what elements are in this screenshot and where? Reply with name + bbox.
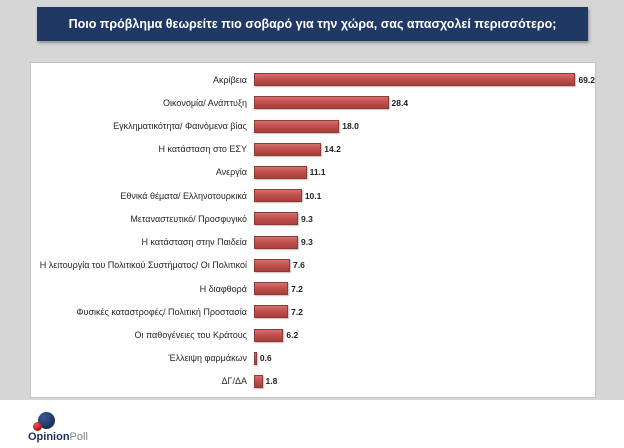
- bar-track: 28.4: [254, 91, 595, 114]
- logo-red-dot-icon: [33, 422, 42, 431]
- value-label: 9.3: [301, 237, 313, 248]
- bar-row: Φυσικές καταστροφές/ Πολιτική Προστασία 7…: [31, 300, 595, 323]
- bar: [254, 235, 299, 249]
- bar: [254, 328, 284, 342]
- logo-text-opinion: Opinion: [28, 431, 70, 443]
- bar-row: Μεταναστευτικό/ Προσφυγικό 9.3: [31, 207, 595, 230]
- bar-track: 9.3: [254, 207, 595, 230]
- category-label: Έλλειψη φαρμάκων: [168, 353, 247, 364]
- bar-track: 6.2: [254, 323, 595, 346]
- category-label: ΔΓ/ΔΑ: [221, 376, 247, 387]
- bar: [254, 258, 290, 272]
- chart-title-bar: Ποιο πρόβλημα θεωρείτε πιο σοβαρό για τη…: [37, 7, 588, 41]
- value-label: 11.1: [309, 167, 326, 178]
- bar-track: 0.6: [254, 347, 595, 370]
- bar-row: Ανεργία 11.1: [31, 161, 595, 184]
- bar-row: Ακρίβεια 69.2: [31, 68, 595, 91]
- value-label: 18.0: [342, 121, 359, 132]
- opinionpoll-logo: OpinionPoll: [28, 412, 88, 443]
- bar: [254, 374, 263, 388]
- category-label: Η λειτουργία του Πολιτικού Συστήματος/ Ο…: [39, 260, 247, 271]
- bar-track: 10.1: [254, 184, 595, 207]
- value-label: 7.2: [291, 283, 303, 294]
- value-label: 10.1: [304, 190, 322, 201]
- bar: [254, 282, 289, 296]
- bar-row: Η κατάσταση στο ΕΣΥ 14.2: [31, 138, 595, 161]
- value-label: 6.2: [286, 330, 299, 341]
- bar: [254, 119, 340, 133]
- bar-track: 18.0: [254, 114, 595, 137]
- bar-track: 7.2: [254, 300, 595, 323]
- category-label: Οικονομία/ Ανάπτυξη: [162, 97, 247, 108]
- bar-row: Οικονομία/ Ανάπτυξη 28.4: [31, 91, 595, 114]
- category-label: Φυσικές καταστροφές/ Πολιτική Προστασία: [76, 306, 247, 317]
- bar-row: Η διαφθορά 7.2: [31, 277, 595, 300]
- bar-row: ΔΓ/ΔΑ 1.8: [31, 370, 595, 393]
- category-label: Ανεργία: [215, 167, 247, 178]
- bar-track: 11.1: [254, 161, 595, 184]
- logo-text: OpinionPoll: [28, 431, 88, 443]
- value-label: 28.4: [391, 97, 409, 108]
- bar-track: 7.6: [254, 254, 595, 277]
- value-label: 0.6: [259, 353, 272, 364]
- bar-track: 14.2: [254, 138, 595, 161]
- footer: OpinionPoll: [0, 400, 624, 448]
- chart-title: Ποιο πρόβλημα θεωρείτε πιο σοβαρό για τη…: [68, 17, 557, 31]
- bar-row: Εγκληματικότητα/ Φαινόμενα βίας 18.0: [31, 114, 595, 137]
- bar-row: Η λειτουργία του Πολιτικού Συστήματος/ Ο…: [31, 254, 595, 277]
- category-label: Εθνικά θέματα/ Ελληνοτουρκικά: [120, 190, 247, 201]
- value-label: 7.2: [291, 306, 303, 317]
- value-label: 1.8: [265, 376, 278, 387]
- bar-row: Εθνικά θέματα/ Ελληνοτουρκικά 10.1: [31, 184, 595, 207]
- category-label: Οι παθογένειες του Κράτους: [134, 330, 247, 341]
- bar-track: 1.8: [254, 370, 595, 393]
- category-label: Εγκληματικότητα/ Φαινόμενα βίας: [113, 121, 247, 132]
- chart-panel: Ακρίβεια 69.2 Οικονομία/ Ανάπτυξη 28.4 Εγκλη…: [30, 62, 596, 398]
- bar: [254, 96, 389, 110]
- bar-track: 9.3: [254, 231, 595, 254]
- bar-track: 69.2: [254, 68, 595, 91]
- bar: [254, 351, 257, 365]
- value-label: 9.3: [301, 213, 313, 224]
- value-label: 14.2: [324, 144, 341, 155]
- category-label: Ακρίβεια: [212, 74, 247, 85]
- bar-row: Η κατάσταση στην Παιδεία 9.3: [31, 231, 595, 254]
- bar-track: 7.2: [254, 277, 595, 300]
- bar: [254, 212, 299, 226]
- bar: [254, 73, 576, 87]
- category-label: Η κατάσταση στην Παιδεία: [141, 237, 247, 248]
- value-label: 7.6: [292, 260, 305, 271]
- category-label: Η διαφθορά: [199, 283, 247, 294]
- category-label: Μεταναστευτικό/ Προσφυγικό: [130, 213, 247, 224]
- value-label: 69.2: [578, 74, 595, 85]
- bar: [254, 305, 289, 319]
- logo-text-poll: Poll: [69, 431, 88, 443]
- bar-chart: Ακρίβεια 69.2 Οικονομία/ Ανάπτυξη 28.4 Εγκλη…: [31, 68, 595, 393]
- logo-globe-icon: [33, 412, 55, 431]
- bar-row: Οι παθογένειες του Κράτους 6.2: [31, 323, 595, 346]
- bar-row: Έλλειψη φαρμάκων 0.6: [31, 347, 595, 370]
- category-label: Η κατάσταση στο ΕΣΥ: [158, 144, 247, 155]
- bar: [254, 165, 307, 179]
- bar: [254, 142, 322, 156]
- bar: [254, 189, 302, 203]
